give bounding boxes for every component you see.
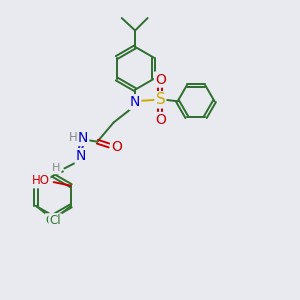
Text: Cl: Cl: [50, 214, 61, 227]
Text: N: N: [78, 131, 88, 145]
Text: H: H: [52, 164, 61, 173]
Text: O: O: [155, 73, 166, 87]
Text: O: O: [111, 140, 122, 154]
Text: S: S: [155, 92, 165, 107]
Text: H: H: [69, 131, 78, 144]
Text: N: N: [130, 95, 140, 109]
Text: Cl: Cl: [46, 214, 57, 227]
Text: HO: HO: [32, 174, 50, 188]
Text: O: O: [155, 113, 166, 127]
Text: N: N: [76, 149, 86, 163]
